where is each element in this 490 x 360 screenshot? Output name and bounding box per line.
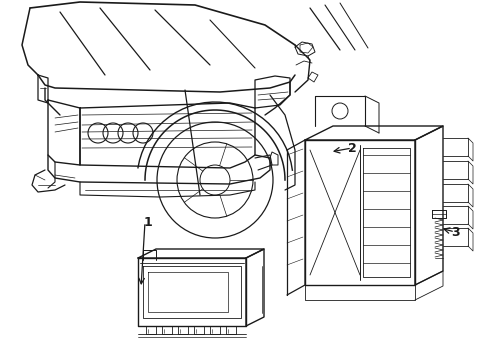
- Text: 1: 1: [144, 216, 152, 229]
- Text: 3: 3: [451, 225, 459, 238]
- Text: 2: 2: [347, 141, 356, 154]
